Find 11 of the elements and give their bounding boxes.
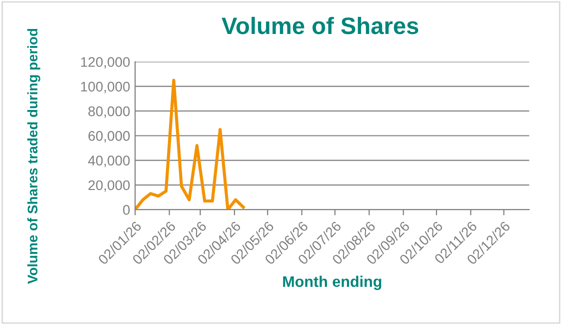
y-axis-title: Volume of Shares traded during period	[27, 28, 40, 284]
x-axis-title: Month ending	[283, 276, 382, 290]
line-series	[135, 78, 245, 210]
y-tick-label: 40,000	[88, 156, 130, 168]
y-tick-label: 20,000	[88, 180, 130, 192]
chart-title: Volume of Shares	[222, 16, 418, 34]
y-tick-label: 120,000	[81, 57, 130, 69]
y-tick-label: 60,000	[88, 131, 130, 142]
y-tick-label: 80,000	[88, 106, 130, 118]
y-tick-label: 0	[123, 204, 130, 215]
y-tick-label: 100,000	[81, 82, 130, 94]
